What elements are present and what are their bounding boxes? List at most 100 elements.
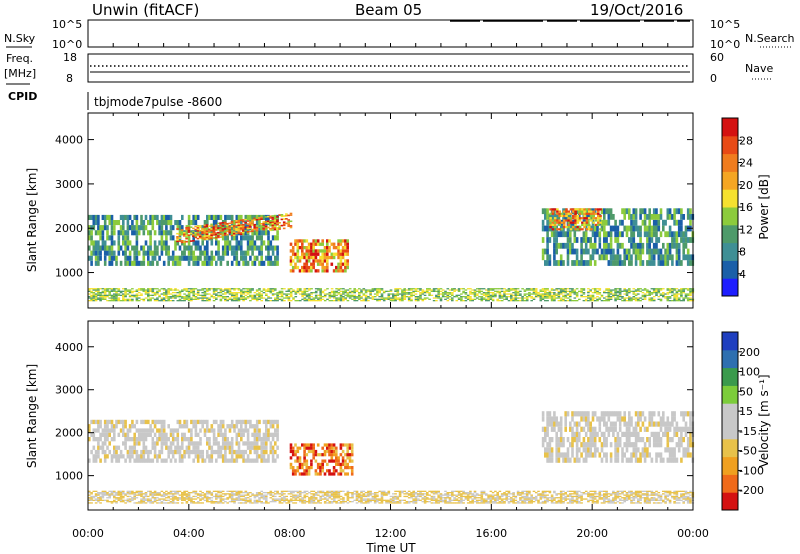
- heatmap-cell: [296, 288, 300, 290]
- heatmap-cell: [319, 469, 322, 473]
- heatmap-cell: [330, 443, 334, 447]
- heatmap-cell: [555, 442, 558, 448]
- heatmap-cell: [546, 248, 549, 255]
- heatmap-cell: [140, 437, 143, 442]
- heatmap-cell: [558, 210, 561, 213]
- heatmap-cell: [407, 289, 411, 291]
- heatmap-cell: [289, 214, 293, 216]
- heatmap-cell: [126, 493, 130, 495]
- heatmap-cell: [214, 227, 218, 230]
- heatmap-cell: [332, 443, 336, 447]
- heatmap-cell: [473, 293, 477, 295]
- heatmap-cell: [589, 242, 592, 249]
- heatmap-cell: [330, 446, 334, 450]
- heatmap-cell: [99, 432, 102, 437]
- heatmap-cell: [180, 241, 184, 244]
- heatmap-cell: [289, 220, 293, 223]
- heatmap-cell: [578, 260, 581, 266]
- heatmap-cell: [330, 453, 334, 457]
- heatmap-cell: [580, 290, 583, 292]
- heatmap-cell: [291, 472, 295, 476]
- heatmap-cell: [346, 466, 349, 470]
- heatmap-cell: [253, 240, 257, 246]
- heatmap-cell: [312, 259, 315, 263]
- heatmap-cell: [587, 214, 590, 220]
- heatmap-cell: [303, 446, 306, 450]
- heatmap-cell: [551, 223, 555, 226]
- heatmap-cell: [637, 242, 640, 249]
- heatmap-cell: [410, 288, 413, 290]
- heatmap-cell: [192, 293, 195, 295]
- heatmap-cell: [569, 296, 572, 298]
- heatmap-cell: [505, 297, 508, 299]
- heatmap-cell: [382, 292, 386, 294]
- heatmap-cell: [648, 411, 651, 417]
- heatmap-cell: [88, 289, 91, 291]
- heatmap-cell: [574, 223, 577, 226]
- heatmap-cell: [559, 292, 563, 294]
- heatmap-cell: [623, 288, 626, 290]
- heatmap-cell: [219, 233, 222, 235]
- heatmap-cell: [689, 411, 692, 417]
- heatmap-cell: [149, 490, 152, 492]
- heatmap-cell: [221, 441, 225, 446]
- heatmap-cell: [341, 449, 345, 454]
- heatmap-cell: [119, 290, 123, 292]
- heatmap-cell: [346, 265, 349, 270]
- heatmap-cell: [237, 300, 241, 302]
- heatmap-cell: [625, 289, 629, 291]
- heatmap-cell: [269, 288, 273, 290]
- heatmap-cell: [673, 294, 676, 296]
- heatmap-cell: [569, 237, 572, 243]
- heatmap-cell: [273, 214, 277, 217]
- heatmap-cell: [650, 457, 654, 463]
- heatmap-cell: [135, 428, 139, 433]
- heatmap-cell: [108, 290, 111, 292]
- heatmap-cell: [251, 289, 254, 291]
- heatmap-cell: [92, 292, 96, 294]
- heatmap-cell: [668, 225, 672, 232]
- heatmap-cell: [174, 240, 177, 246]
- heatmap-cell: [564, 421, 567, 427]
- heatmap-cell: [183, 297, 186, 299]
- heatmap-cell: [455, 296, 459, 298]
- heatmap-cell: [276, 424, 279, 429]
- heatmap-cell: [167, 493, 170, 495]
- heatmap-cell: [208, 445, 211, 450]
- heatmap-cell: [553, 296, 556, 298]
- heatmap-cell: [584, 457, 588, 463]
- heatmap-cell: [176, 255, 180, 261]
- heatmap-cell: [135, 300, 139, 302]
- heatmap-cell: [187, 454, 191, 459]
- heatmap-cell: [503, 288, 506, 290]
- heatmap-cell: [566, 242, 570, 249]
- heatmap-cell: [546, 237, 549, 243]
- heatmap-cell: [183, 233, 186, 236]
- heatmap-cell: [237, 419, 241, 425]
- heatmap-cell: [94, 260, 98, 266]
- heatmap-cell: [407, 296, 411, 298]
- heatmap-cell: [650, 431, 654, 437]
- heatmap-cell: [192, 492, 195, 494]
- heatmap-cell: [587, 260, 590, 266]
- heatmap-cell: [607, 219, 611, 226]
- heatmap-cell: [208, 260, 211, 266]
- heatmap-cell: [199, 294, 202, 296]
- heatmap-cell: [215, 297, 218, 299]
- heatmap-cell: [233, 424, 236, 429]
- heatmap-cell: [282, 223, 286, 225]
- heatmap-cell: [128, 424, 132, 429]
- heatmap-cell: [444, 298, 447, 300]
- heatmap-cell: [632, 219, 636, 226]
- heatmap-cell: [337, 269, 340, 273]
- heatmap-cell: [97, 449, 100, 455]
- heatmap-cell: [462, 300, 465, 302]
- heatmap-cell: [226, 214, 229, 220]
- heatmap-cell: [591, 294, 595, 296]
- heatmap-cell: [328, 469, 331, 473]
- heatmap-cell: [217, 492, 220, 494]
- heatmap-cell: [251, 458, 254, 463]
- heatmap-cell: [122, 424, 125, 429]
- heatmap-cell: [217, 233, 220, 236]
- heatmap-cell: [244, 419, 248, 425]
